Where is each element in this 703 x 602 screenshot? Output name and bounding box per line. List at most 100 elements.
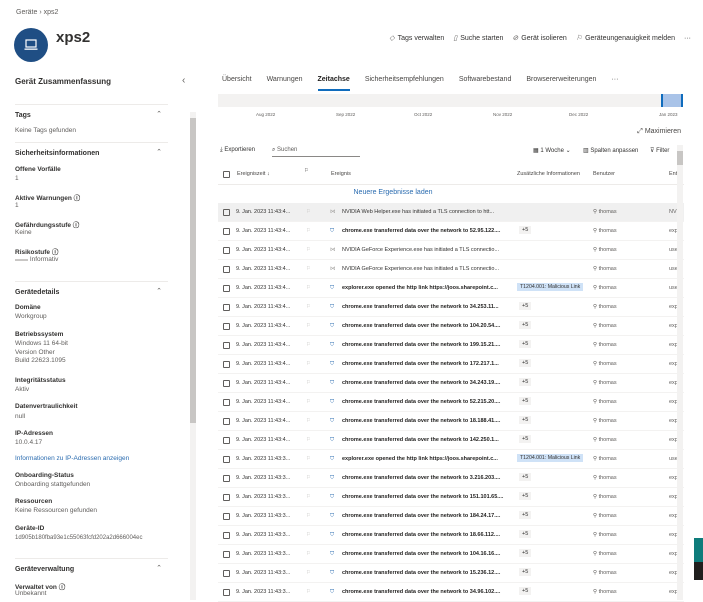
table-row[interactable]: 9. Jan. 2023 11:43:4... ⚐ ⛉ chrome.exe tran… (218, 298, 684, 317)
flag-icon[interactable]: ⚐ (306, 475, 311, 481)
row-checkbox[interactable] (223, 532, 230, 539)
row-checkbox[interactable] (223, 551, 230, 558)
extra-info-badge[interactable]: +5 (519, 416, 532, 424)
event-description[interactable]: NVIDIA Web Helper.exe has initiated a TL… (342, 209, 495, 215)
user-cell[interactable]: ⚲ thomas (593, 342, 617, 348)
extra-info-badge[interactable]: +5 (519, 435, 532, 443)
table-row[interactable]: 9. Jan. 2023 11:43:4... ⚐ ⛉ chrome.exe tran… (218, 431, 684, 450)
tab-security-recommendations[interactable]: Sicherheitsempfehlungen (364, 76, 444, 83)
event-description[interactable]: chrome.exe transferred data over the net… (342, 342, 501, 348)
info-icon[interactable]: ⓘ (72, 222, 80, 229)
event-description[interactable]: chrome.exe transferred data over the net… (342, 589, 501, 595)
row-checkbox[interactable] (223, 418, 230, 425)
chevron-up-icon[interactable]: ⌃ (156, 288, 162, 295)
event-description[interactable]: chrome.exe transferred data over the net… (342, 418, 501, 424)
section-tags[interactable]: Tags ⌃ (15, 104, 168, 119)
user-cell[interactable]: ⚲ thomas (593, 247, 617, 253)
flag-icon[interactable]: ⚐ (306, 551, 311, 557)
extra-info-badge[interactable]: +5 (519, 568, 532, 576)
row-checkbox[interactable] (223, 266, 230, 273)
row-checkbox[interactable] (223, 323, 230, 330)
isolate-device-button[interactable]: ⊘ Gerät isolieren (512, 34, 567, 43)
table-row[interactable]: 9. Jan. 2023 11:43:3... ⚐ ⛉ chrome.exe tran… (218, 469, 684, 488)
timeline-range-bar[interactable] (218, 94, 683, 107)
row-checkbox[interactable] (223, 304, 230, 311)
tab-more[interactable]: ··· (611, 76, 619, 83)
load-newer-results-link[interactable]: Neuere Ergebnisse laden (353, 189, 433, 196)
flag-icon[interactable]: ⚐ (306, 285, 311, 291)
row-checkbox[interactable] (223, 285, 230, 292)
user-cell[interactable]: ⚲ thomas (593, 532, 617, 538)
user-cell[interactable]: ⚲ thomas (593, 513, 617, 519)
table-row[interactable]: 9. Jan. 2023 11:43:4... ⚐ ⛉ chrome.exe tran… (218, 222, 684, 241)
table-row[interactable]: 9. Jan. 2023 11:43:4... ⚐ ⛉ chrome.exe tran… (218, 393, 684, 412)
user-cell[interactable]: ⚲ thomas (593, 266, 617, 272)
collapse-panel-icon[interactable]: ‹ (182, 75, 186, 86)
panel-scrollbar[interactable] (190, 112, 196, 600)
time-range-dropdown[interactable]: ▦ 1 Woche ⌄ (533, 148, 571, 154)
flag-icon[interactable]: ⚐ (306, 589, 311, 595)
user-cell[interactable]: ⚲ thomas (593, 494, 617, 500)
ip-info-link[interactable]: Informationen zu IP-Adressen anzeigen (15, 455, 130, 462)
filter-button[interactable]: ⊽ Filter (650, 148, 670, 154)
table-row[interactable]: 9. Jan. 2023 11:43:4... ⚐ ⋈ NVIDIA GeForce … (218, 241, 684, 260)
flag-icon[interactable]: ⚐ (306, 323, 311, 329)
tab-alerts[interactable]: Warnungen (266, 76, 303, 83)
flag-icon[interactable]: ⚐ (306, 228, 311, 234)
extra-info-badge[interactable]: +5 (519, 492, 532, 500)
timeline-selection-handle[interactable] (661, 94, 683, 107)
tab-software-inventory[interactable]: Softwarebestand (458, 76, 512, 83)
user-cell[interactable]: ⚲ thomas (593, 228, 617, 234)
event-description[interactable]: chrome.exe transferred data over the net… (342, 228, 501, 234)
row-checkbox[interactable] (223, 570, 230, 577)
event-description[interactable]: chrome.exe transferred data over the net… (342, 380, 501, 386)
table-row[interactable]: 9. Jan. 2023 11:43:3... ⚐ ⛉ explorer.exe op… (218, 450, 684, 469)
section-device-management[interactable]: Geräteverwaltung ⌃ (15, 558, 168, 573)
search-input[interactable]: ⌕ Suchen (272, 147, 360, 157)
more-actions-button[interactable]: ··· (684, 34, 691, 42)
table-row[interactable]: 9. Jan. 2023 11:43:4... ⚐ ⛉ chrome.exe tran… (218, 374, 684, 393)
extra-info-badge[interactable]: +5 (519, 359, 532, 367)
table-row[interactable]: 9. Jan. 2023 11:43:4... ⚐ ⛉ chrome.exe tran… (218, 412, 684, 431)
table-row[interactable]: 9. Jan. 2023 11:43:3... ⚐ ⛉ chrome.exe tran… (218, 545, 684, 564)
flag-icon[interactable]: ⚐ (306, 494, 311, 500)
tab-overview[interactable]: Übersicht (222, 76, 252, 83)
extra-info-badge[interactable]: +5 (519, 340, 532, 348)
user-cell[interactable]: ⚲ thomas (593, 589, 617, 595)
flag-icon[interactable]: ⚐ (306, 418, 311, 424)
column-header-extra-info[interactable]: Zusätzliche Informationen (517, 171, 580, 177)
event-description[interactable]: NVIDIA GeForce Experience.exe has initia… (342, 247, 500, 253)
extra-info-badge[interactable]: +5 (519, 226, 532, 234)
table-row[interactable]: 9. Jan. 2023 11:43:3... ⚐ ⛉ chrome.exe tran… (218, 526, 684, 545)
user-cell[interactable]: ⚲ thomas (593, 380, 617, 386)
chevron-up-icon[interactable]: ⌃ (156, 111, 162, 118)
breadcrumb-root[interactable]: Geräte (16, 9, 38, 16)
event-description[interactable]: chrome.exe transferred data over the net… (342, 551, 501, 557)
event-description[interactable]: NVIDIA GeForce Experience.exe has initia… (342, 266, 500, 272)
user-cell[interactable]: ⚲ thomas (593, 418, 617, 424)
extra-info-badge[interactable]: +5 (519, 530, 532, 538)
column-header-user[interactable]: Benutzer (593, 171, 616, 177)
table-row[interactable]: 9. Jan. 2023 11:43:3... ⚐ ⛉ chrome.exe tran… (218, 564, 684, 583)
row-checkbox[interactable] (223, 228, 230, 235)
user-cell[interactable]: ⚲ thomas (593, 361, 617, 367)
user-cell[interactable]: ⚲ thomas (593, 285, 617, 291)
extra-info-badge[interactable]: +5 (519, 397, 532, 405)
row-checkbox[interactable] (223, 513, 230, 520)
flag-icon[interactable]: ⚐ (306, 209, 311, 215)
user-cell[interactable]: ⚲ thomas (593, 551, 617, 557)
event-description[interactable]: explorer.exe opened the http link https:… (342, 456, 498, 462)
extra-info-badge[interactable]: +5 (519, 302, 532, 310)
table-row[interactable]: 9. Jan. 2023 11:43:4... ⚐ ⋈ NVIDIA Web Help… (218, 203, 684, 222)
column-header-entity[interactable]: Ent (669, 171, 678, 177)
extra-info-badge[interactable]: +5 (519, 321, 532, 329)
tab-timeline[interactable]: Zeitachse (317, 76, 350, 91)
user-cell[interactable]: ⚲ thomas (593, 304, 617, 310)
flag-icon[interactable]: ⚐ (306, 361, 311, 367)
user-cell[interactable]: ⚲ thomas (593, 437, 617, 443)
table-row[interactable]: 9. Jan. 2023 11:43:4... ⚐ ⛉ explorer.exe op… (218, 279, 684, 298)
event-description[interactable]: chrome.exe transferred data over the net… (342, 361, 499, 367)
flag-icon[interactable]: ⚐ (306, 532, 311, 538)
event-description[interactable]: chrome.exe transferred data over the net… (342, 494, 504, 500)
flag-icon[interactable]: ⚐ (306, 342, 311, 348)
